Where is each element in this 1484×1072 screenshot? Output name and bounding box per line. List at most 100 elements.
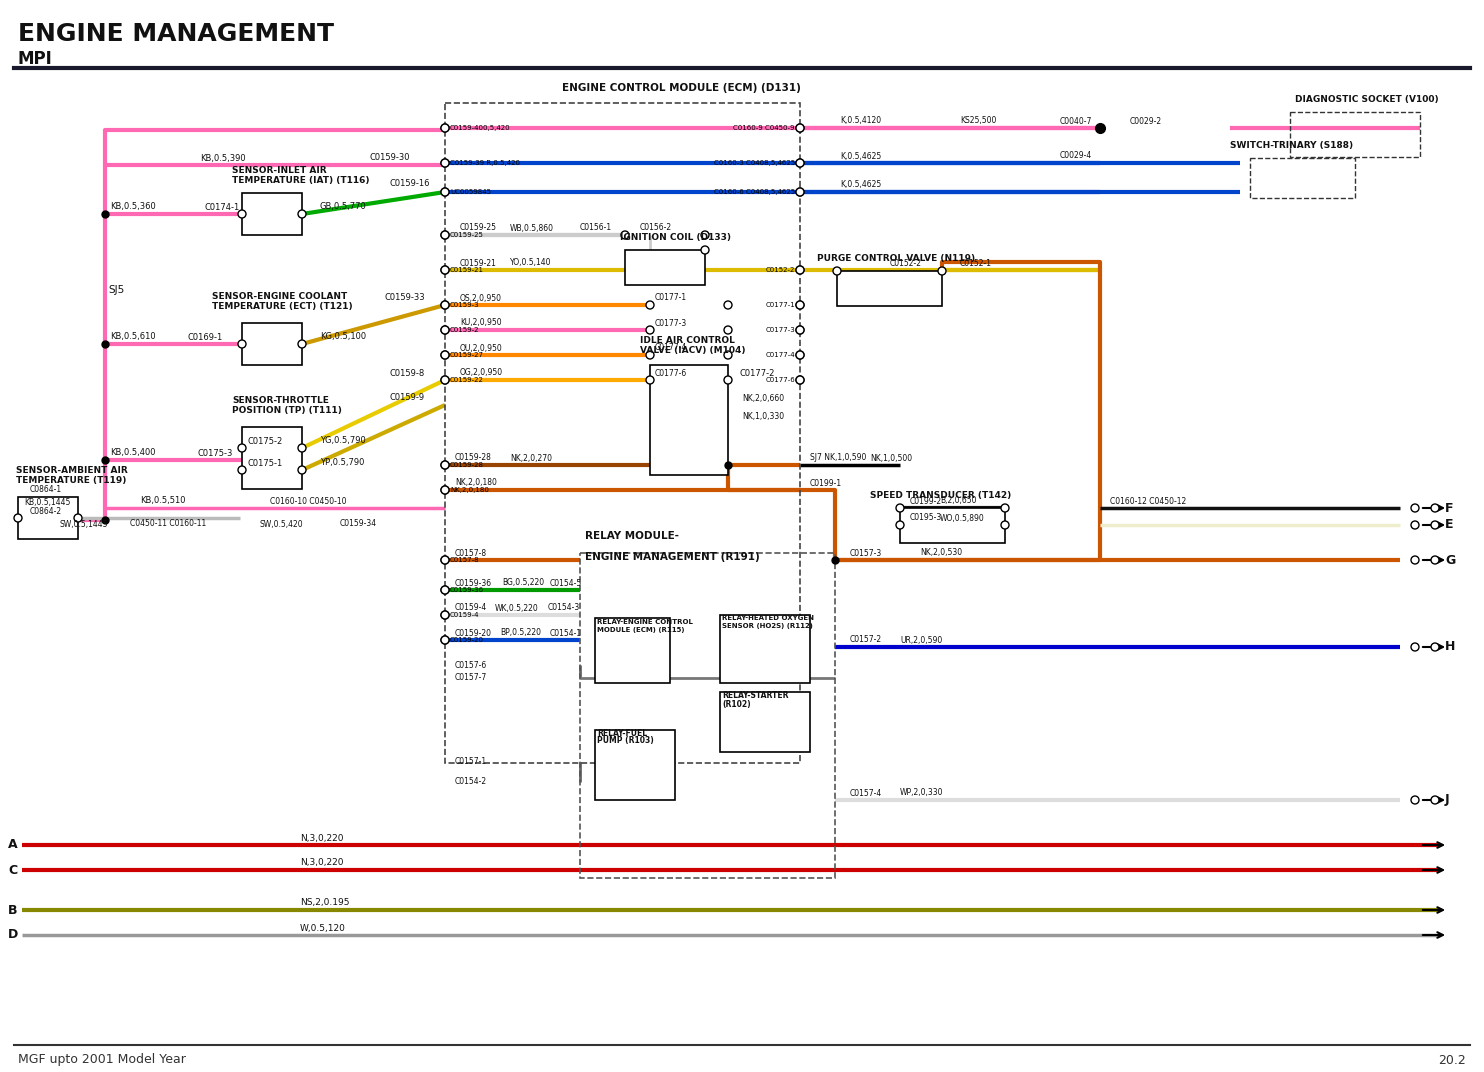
Circle shape <box>298 466 306 474</box>
Circle shape <box>441 376 450 384</box>
Circle shape <box>237 466 246 474</box>
Bar <box>899 508 1005 544</box>
Text: KB,0.5,390: KB,0.5,390 <box>200 153 246 163</box>
Circle shape <box>74 513 82 522</box>
Text: IGNITION COIL (D133): IGNITION COIL (D133) <box>620 233 732 242</box>
Text: SWITCH-TRINARY (S188): SWITCH-TRINARY (S188) <box>1230 142 1353 150</box>
Text: C0177-4: C0177-4 <box>766 352 795 358</box>
Text: C0159-400,5,420: C0159-400,5,420 <box>450 125 510 131</box>
Text: TEMPERATURE (ECT) (T121): TEMPERATURE (ECT) (T121) <box>212 302 353 311</box>
Circle shape <box>441 611 450 619</box>
Text: NK,2,0,530: NK,2,0,530 <box>920 549 962 557</box>
Circle shape <box>795 266 804 274</box>
Text: KB,0.5,400: KB,0.5,400 <box>110 448 156 458</box>
Text: C0159-30: C0159-30 <box>370 153 411 163</box>
Circle shape <box>646 376 654 384</box>
Text: C0160-10 C0450-10: C0160-10 C0450-10 <box>270 496 346 506</box>
Text: C0177-3: C0177-3 <box>766 327 795 333</box>
Text: C0152-1: C0152-1 <box>960 258 991 268</box>
Circle shape <box>724 301 732 309</box>
Text: RELAY-STARTER: RELAY-STARTER <box>723 690 788 700</box>
Text: PURGE CONTROL VALVE (N119): PURGE CONTROL VALVE (N119) <box>818 254 975 263</box>
Circle shape <box>441 586 450 594</box>
Text: KB,0.5,510: KB,0.5,510 <box>139 496 186 506</box>
Text: C0177-1: C0177-1 <box>766 302 795 308</box>
Circle shape <box>1431 796 1439 804</box>
Circle shape <box>795 376 804 384</box>
Text: B: B <box>7 904 18 917</box>
Text: C0160-3 C0408,5,4625: C0160-3 C0408,5,4625 <box>714 160 795 166</box>
Circle shape <box>441 556 450 564</box>
Bar <box>625 250 705 285</box>
Circle shape <box>441 461 450 470</box>
Text: NS,2,0.195: NS,2,0.195 <box>300 898 350 908</box>
Circle shape <box>620 230 629 239</box>
Text: C0157-8: C0157-8 <box>450 557 479 563</box>
Text: WO,0.5,890: WO,0.5,890 <box>939 513 985 522</box>
Text: C0157-1: C0157-1 <box>456 758 487 766</box>
Text: NK,2,0,180: NK,2,0,180 <box>456 478 497 488</box>
Circle shape <box>724 351 732 359</box>
Text: KS25,500: KS25,500 <box>960 117 996 125</box>
Text: SW,0.5,420: SW,0.5,420 <box>260 520 304 528</box>
Text: C0154-1: C0154-1 <box>551 628 582 638</box>
Circle shape <box>646 351 654 359</box>
Bar <box>242 193 303 235</box>
Circle shape <box>795 188 804 196</box>
Circle shape <box>1411 796 1419 804</box>
Text: (R102): (R102) <box>723 700 751 709</box>
Bar <box>242 323 303 364</box>
Text: C0159-4: C0159-4 <box>456 604 487 612</box>
Circle shape <box>441 230 450 239</box>
Text: C0154-3: C0154-3 <box>548 604 580 612</box>
Text: C0160-9 C0450-9: C0160-9 C0450-9 <box>733 125 795 131</box>
Circle shape <box>1002 521 1009 528</box>
Circle shape <box>298 340 306 348</box>
Circle shape <box>441 351 450 359</box>
Text: VALVE (IACV) (M104): VALVE (IACV) (M104) <box>640 346 745 355</box>
Circle shape <box>795 159 804 167</box>
Circle shape <box>795 301 804 309</box>
Circle shape <box>441 486 450 494</box>
Text: C0159-36: C0159-36 <box>450 587 484 593</box>
Circle shape <box>441 556 450 564</box>
Circle shape <box>441 301 450 309</box>
Text: C0177-6: C0177-6 <box>654 369 687 377</box>
Text: RELAY-HEATED OXYGEN: RELAY-HEATED OXYGEN <box>723 615 815 621</box>
Text: C0177-6: C0177-6 <box>766 377 795 383</box>
Text: NK,2,0,180: NK,2,0,180 <box>450 487 488 493</box>
Circle shape <box>441 188 450 196</box>
Text: C0152-2: C0152-2 <box>766 267 795 273</box>
Text: ENGINE MANAGEMENT (R191): ENGINE MANAGEMENT (R191) <box>585 552 760 562</box>
Text: NK,1,0,330: NK,1,0,330 <box>742 412 784 420</box>
Bar <box>445 103 800 763</box>
Text: C0159-25: C0159-25 <box>460 223 497 233</box>
Circle shape <box>441 326 450 334</box>
Circle shape <box>795 188 804 196</box>
Circle shape <box>298 444 306 452</box>
Text: KU,2,0,950: KU,2,0,950 <box>460 318 502 328</box>
Text: NK,1,0,500: NK,1,0,500 <box>870 453 913 462</box>
Text: C0156-2: C0156-2 <box>640 223 672 233</box>
Text: C0159-4: C0159-4 <box>450 612 479 617</box>
Text: MPI: MPI <box>18 50 53 68</box>
Text: WB,0.5,860: WB,0.5,860 <box>510 223 554 233</box>
Text: C0175-2: C0175-2 <box>248 436 283 446</box>
Text: MODULE (ECM) (R115): MODULE (ECM) (R115) <box>597 627 684 632</box>
Bar <box>650 364 729 475</box>
Circle shape <box>441 461 450 470</box>
Text: C0159-39 R,0.5,420: C0159-39 R,0.5,420 <box>450 160 519 166</box>
Text: SENSOR-AMBIENT AIR: SENSOR-AMBIENT AIR <box>16 466 128 475</box>
Bar <box>837 271 942 306</box>
Circle shape <box>1411 556 1419 564</box>
Text: W,0.5,120: W,0.5,120 <box>300 923 346 933</box>
Text: SENSOR-ENGINE COOLANT: SENSOR-ENGINE COOLANT <box>212 292 347 301</box>
Text: C0175-1: C0175-1 <box>248 459 283 467</box>
Text: C0029-4: C0029-4 <box>1060 151 1092 161</box>
Text: SENSOR (HO2S) (R112): SENSOR (HO2S) (R112) <box>723 623 813 629</box>
Text: SW,0.5,1445: SW,0.5,1445 <box>59 520 108 528</box>
Circle shape <box>298 210 306 218</box>
Text: K,0.5,4625: K,0.5,4625 <box>840 151 881 161</box>
Text: C0157-2: C0157-2 <box>850 636 881 644</box>
Text: C0159-21: C0159-21 <box>450 267 484 273</box>
